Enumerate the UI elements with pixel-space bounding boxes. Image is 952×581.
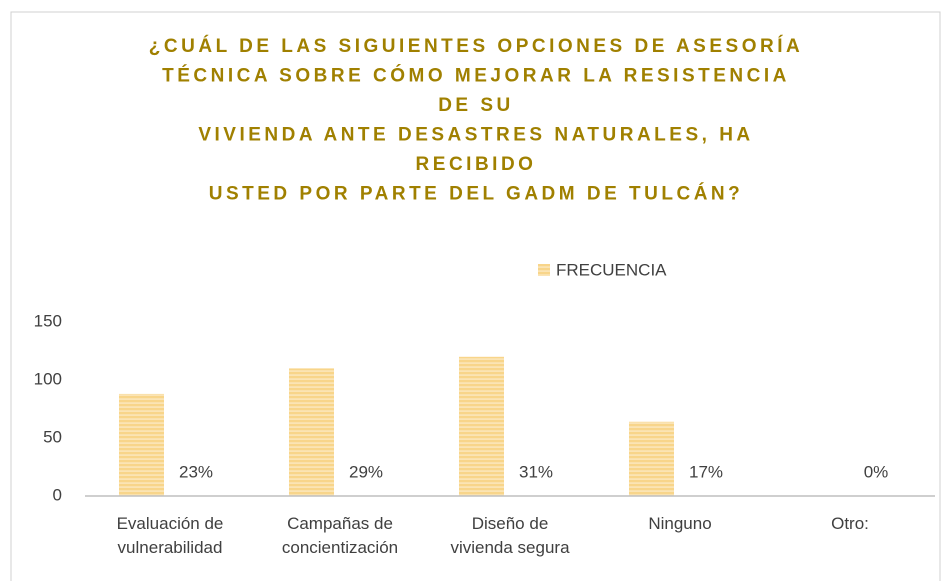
x-tick-label: Otro:	[831, 514, 869, 533]
x-tick-label: Diseño de vivienda segura	[450, 514, 570, 557]
y-tick-label: 150	[34, 311, 62, 330]
percent-label: 17%	[689, 462, 723, 481]
chart-title: ¿CUÁL DE LAS SIGUIENTES OPCIONES DE ASES…	[149, 35, 803, 57]
chart-border	[10, 11, 941, 581]
bar	[119, 393, 164, 496]
chart-title: VIVIENDA ANTE DESASTRES NATURALES, HA	[198, 125, 753, 146]
chart-title: RECIBIDO	[416, 154, 537, 175]
chart-title: DE SU	[438, 95, 514, 116]
percent-label: 29%	[349, 462, 383, 481]
percent-label: 23%	[179, 462, 213, 481]
bar	[289, 368, 334, 496]
chart-title: TÉCNICA SOBRE CÓMO MEJORAR LA RESISTENCI…	[162, 65, 790, 87]
legend-swatch	[538, 264, 550, 276]
y-tick-label: 100	[34, 369, 62, 388]
bar	[629, 421, 674, 496]
x-tick-label: Evaluación de vulnerabilidad	[116, 514, 224, 557]
y-tick-label: 50	[43, 427, 62, 446]
percent-label: 31%	[519, 462, 553, 481]
bar	[459, 356, 504, 496]
percent-label: 0%	[864, 462, 889, 481]
chart-title: USTED POR PARTE DEL GADM DE TULCÁN?	[209, 183, 744, 205]
y-tick-label: 0	[53, 485, 62, 504]
x-tick-label: Campañas de concientización	[281, 514, 399, 557]
legend-label: FRECUENCIA	[556, 260, 667, 279]
x-tick-label: Ninguno	[648, 514, 712, 533]
